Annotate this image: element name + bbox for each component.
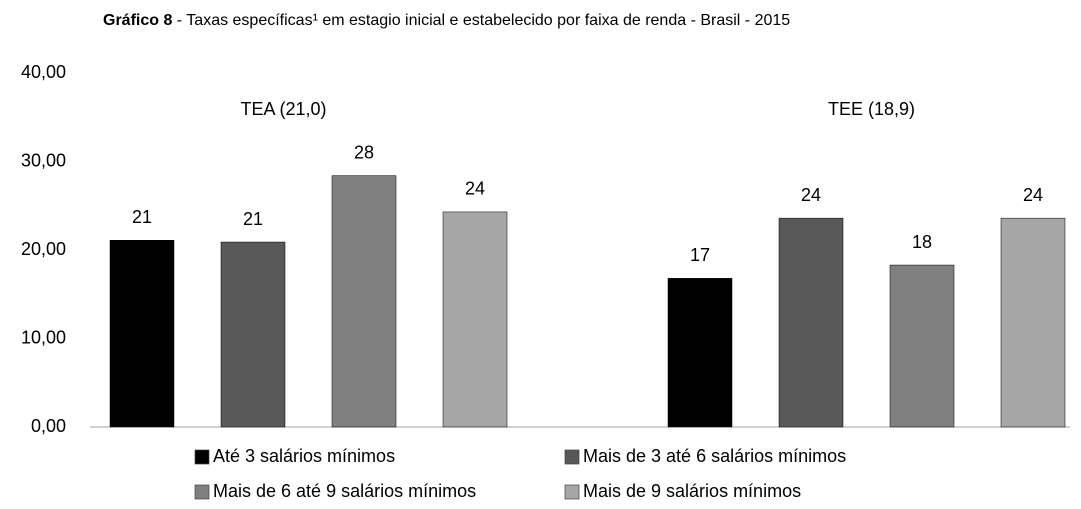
category-label: TEA (21,0) [240,99,326,119]
chart-title: Gráfico 8 - Taxas específicas¹ em estagi… [103,8,823,33]
y-tick-label: 10,00 [21,327,66,347]
value-label: 21 [243,209,263,229]
bar [1000,217,1066,428]
bar [889,264,955,428]
category-label: TEE (18,9) [828,99,915,119]
y-tick-label: 0,00 [31,416,66,436]
bar [778,217,844,428]
value-label: 24 [1023,185,1043,205]
value-label: 21 [132,207,152,227]
legend-label: Mais de 3 até 6 salários mínimos [583,446,846,466]
bar [442,211,508,428]
value-label: 28 [354,142,374,162]
title-text: - Taxas específicas¹ em estagio inicial … [172,12,791,29]
legend-swatch [194,449,210,465]
title-bold: Gráfico 8 [103,12,173,29]
value-label: 18 [912,232,932,252]
bar [220,241,286,428]
value-label: 24 [465,179,485,199]
legend-swatch [564,484,580,500]
value-label: 24 [801,185,821,205]
legend-label: Mais de 9 salários mínimos [583,481,801,501]
y-tick-label: 30,00 [21,150,66,170]
bar [109,240,175,428]
legend-label: Mais de 6 até 9 salários mínimos [213,481,476,501]
y-tick-label: 20,00 [21,239,66,259]
bar [667,278,733,428]
bar [331,175,397,428]
legend-label: Até 3 salários mínimos [213,446,395,466]
y-tick-label: 40,00 [21,62,66,82]
value-label: 17 [690,245,710,265]
legend-swatch [564,449,580,465]
legend-swatch [194,484,210,500]
